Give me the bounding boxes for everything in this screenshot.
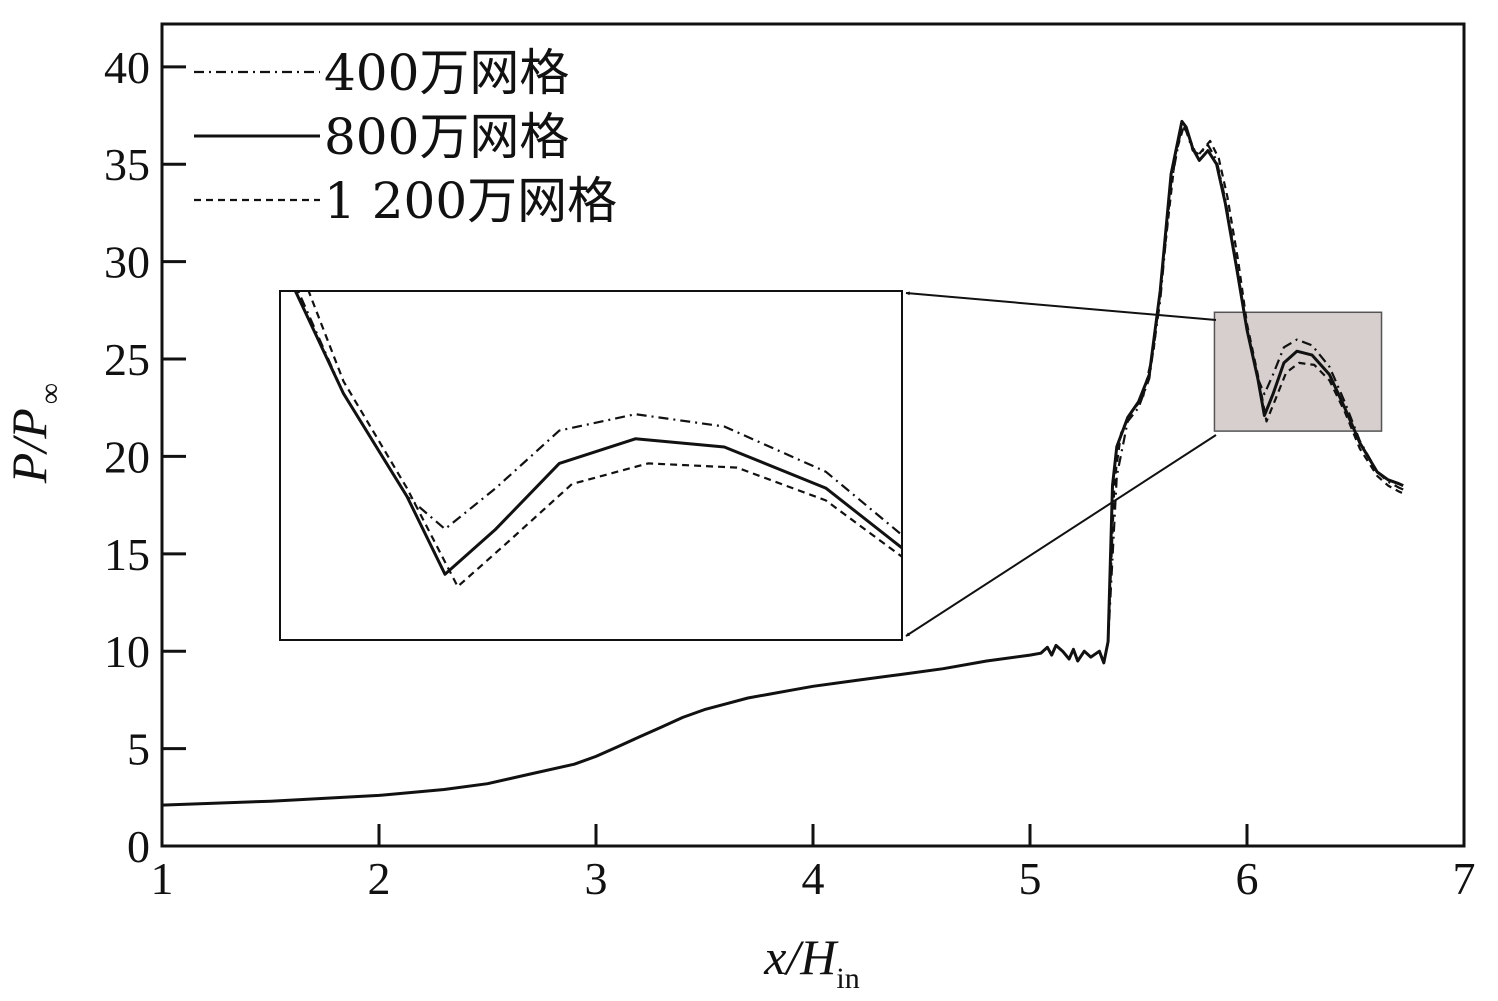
legend-label-2: 1 200万网格: [324, 172, 617, 230]
connector-arrow-bottom: [905, 434, 1217, 637]
connector-arrow-top: [905, 291, 1217, 321]
y-tick-label: 25: [104, 334, 150, 385]
y-tick-label: 40: [104, 42, 150, 93]
x-tick-label: 1: [151, 853, 174, 904]
inset-series-line-1: [293, 291, 902, 576]
x-axis-label: x/Hin: [763, 929, 860, 995]
series-line-0: [1107, 124, 1404, 642]
series-line-2: [1107, 124, 1404, 642]
x-tick-label: 7: [1453, 853, 1476, 904]
x-tick-label: 4: [802, 853, 825, 904]
y-tick-label: 35: [104, 139, 150, 190]
legend-label-0: 400万网格: [324, 44, 569, 102]
zoom-region: [1213, 311, 1383, 432]
x-tick-label: 2: [368, 853, 391, 904]
y-tick-label: 10: [104, 626, 150, 677]
series-line-1: [162, 119, 1404, 807]
legend: 400万网格 800万网格 1 200万网格: [194, 44, 617, 230]
inset-frame: [279, 290, 903, 641]
inset-panel: [279, 290, 903, 641]
y-tick-label: 0: [127, 821, 150, 872]
y-tick-label: 20: [104, 431, 150, 482]
x-tick-label: 3: [585, 853, 608, 904]
legend-label-1: 800万网格: [324, 108, 569, 166]
y-tick-label: 30: [104, 237, 150, 288]
x-tick-label: 5: [1019, 853, 1042, 904]
y-tick-label: 15: [104, 529, 150, 580]
x-tick-label: 6: [1236, 853, 1259, 904]
inset-series-line-2: [307, 291, 902, 588]
y-axis-label: P/P∞: [1, 383, 67, 484]
y-tick-label: 5: [127, 724, 150, 775]
